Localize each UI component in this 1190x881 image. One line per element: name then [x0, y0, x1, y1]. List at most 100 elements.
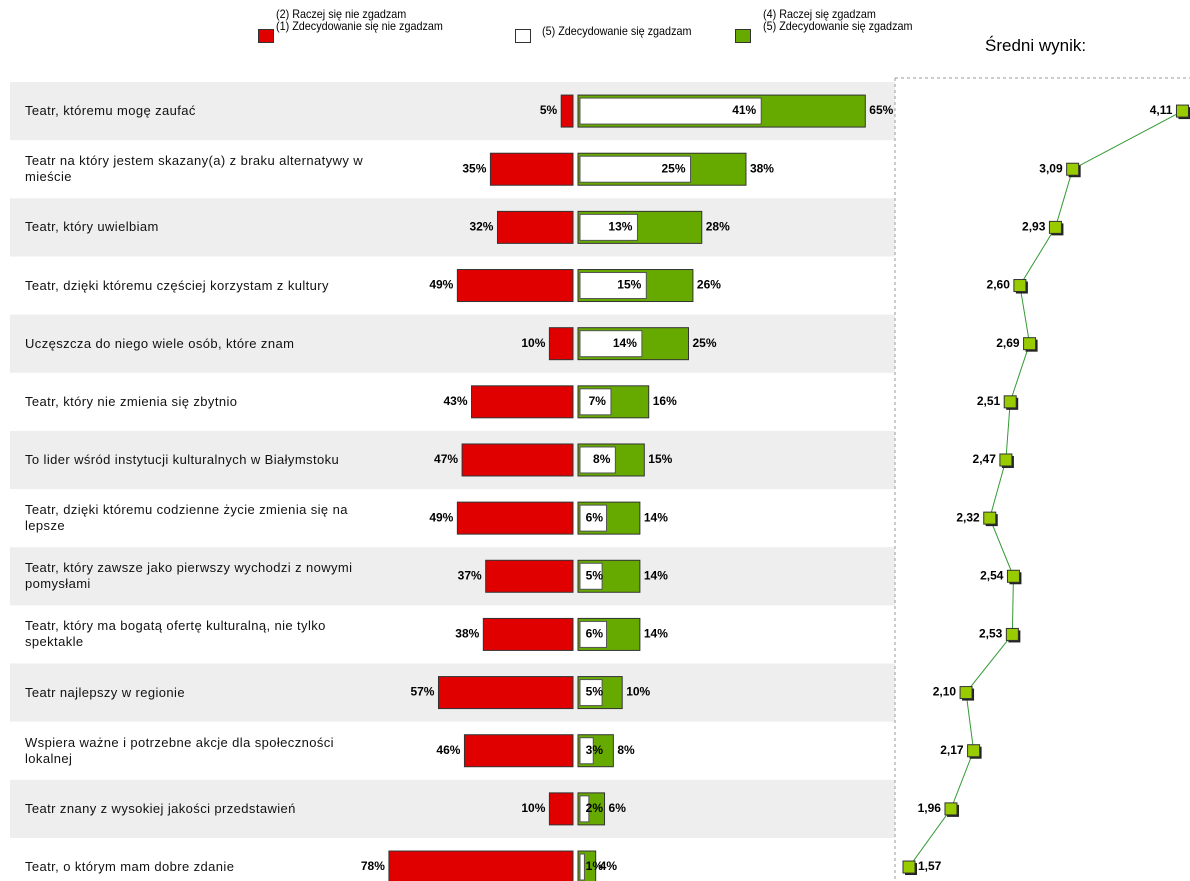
category-label: Teatr znany z wysokiej jakości przedstaw…	[25, 800, 296, 816]
marker	[902, 860, 916, 874]
value-label: 15%	[617, 278, 641, 292]
value-label: 37%	[458, 568, 482, 582]
value-label: 1%	[586, 859, 604, 873]
value-label: 10%	[521, 336, 545, 350]
mean-label: 2,17	[940, 743, 964, 757]
value-label: 65%	[869, 103, 893, 117]
bar	[548, 327, 574, 361]
value-label: 35%	[462, 161, 486, 175]
bar	[388, 850, 574, 881]
bar	[471, 385, 574, 419]
bar	[560, 94, 574, 128]
value-label: 3%	[586, 743, 604, 757]
value-label: 14%	[644, 627, 668, 641]
marker	[983, 511, 997, 525]
bar	[489, 152, 574, 186]
bar	[482, 617, 574, 651]
category-label: Wspiera ważne i potrzebne akcje dla społ…	[25, 734, 334, 766]
mean-label: 2,51	[977, 394, 1001, 408]
bar	[579, 853, 585, 881]
bar	[456, 501, 574, 535]
mean-label: 3,09	[1039, 161, 1063, 175]
bar	[463, 734, 574, 768]
marker	[944, 802, 958, 816]
mean-label: 2,93	[1022, 220, 1046, 234]
value-label: 5%	[540, 103, 558, 117]
row-background	[10, 547, 895, 606]
legend-swatch	[515, 29, 531, 43]
value-label: 15%	[648, 452, 672, 466]
mean-line	[908, 110, 1183, 868]
bar	[496, 210, 574, 244]
legend-label: (4) Raczej się zgadzam (5) Zdecydowanie …	[763, 7, 913, 33]
bar	[579, 97, 762, 125]
category-label: Teatr, o którym mam dobre zdanie	[25, 859, 235, 874]
mean-label: 2,10	[933, 685, 957, 699]
marker	[1006, 569, 1020, 583]
bar	[579, 679, 603, 707]
bar	[579, 213, 638, 241]
mean-label: 2,69	[996, 336, 1020, 350]
category-label: Teatr, który uwielbiam	[25, 219, 159, 235]
category-label: Teatr, który zawsze jako pierwszy wychod…	[25, 560, 353, 592]
value-label: 7%	[589, 394, 607, 408]
category-label: Uczęszcza do niego wiele osób, które zna…	[25, 335, 295, 351]
row-background	[10, 779, 895, 838]
value-label: 6%	[586, 627, 604, 641]
bar	[548, 792, 574, 826]
bar	[437, 676, 574, 710]
value-label: 16%	[653, 394, 677, 408]
value-label: 10%	[521, 801, 545, 815]
mean-label: 2,60	[987, 278, 1011, 292]
marker	[1066, 162, 1080, 176]
bar	[579, 388, 612, 416]
bar	[461, 443, 574, 477]
bar	[579, 155, 691, 183]
value-label: 5%	[586, 568, 604, 582]
row-background	[10, 198, 895, 257]
value-label: 78%	[361, 859, 385, 873]
value-label: 5%	[586, 685, 604, 699]
marker	[1005, 627, 1019, 641]
mean-label: 1,96	[918, 801, 942, 815]
value-label: 25%	[661, 161, 685, 175]
bar	[579, 504, 608, 532]
marker	[999, 453, 1013, 467]
value-label: 43%	[443, 394, 467, 408]
marker	[959, 686, 973, 700]
value-label: 4%	[600, 859, 618, 873]
mean-label: 2,54	[980, 568, 1004, 582]
value-label: 57%	[410, 685, 434, 699]
value-label: 10%	[626, 685, 650, 699]
value-label: 25%	[693, 336, 717, 350]
bar	[579, 446, 616, 474]
value-label: 14%	[644, 510, 668, 524]
category-label: Teatr na który jestem skazany(a) z braku…	[25, 153, 364, 185]
bar	[579, 737, 594, 765]
row-background	[10, 314, 895, 373]
value-label: 6%	[586, 510, 604, 524]
value-label: 46%	[436, 743, 460, 757]
bar	[579, 562, 603, 590]
category-label: To lider wśród instytucji kulturalnych w…	[25, 451, 340, 467]
value-label: 26%	[697, 278, 721, 292]
value-label: 8%	[593, 452, 611, 466]
mean-title: Średni wynik:	[985, 36, 1087, 55]
value-label: 14%	[613, 336, 637, 350]
mean-label: 4,11	[1150, 103, 1173, 117]
mean-label: 2,32	[956, 510, 980, 524]
bar	[579, 272, 647, 300]
bar	[579, 620, 608, 648]
mean-label: 2,53	[979, 627, 1003, 641]
value-label: 38%	[455, 627, 479, 641]
category-label: Teatr, któremu mogę zaufać	[25, 103, 196, 119]
value-label: 6%	[609, 801, 627, 815]
value-label: 38%	[750, 161, 774, 175]
mean-label: 2,47	[973, 452, 997, 466]
category-label: Teatr, który nie zmienia się zbytnio	[25, 393, 238, 409]
legend-label: (2) Raczej się nie zgadzam (1) Zdecydowa…	[276, 7, 443, 33]
value-label: 14%	[644, 568, 668, 582]
category-label: Teatr, dzięki któremu częściej korzystam…	[25, 277, 329, 293]
bar	[485, 559, 574, 593]
